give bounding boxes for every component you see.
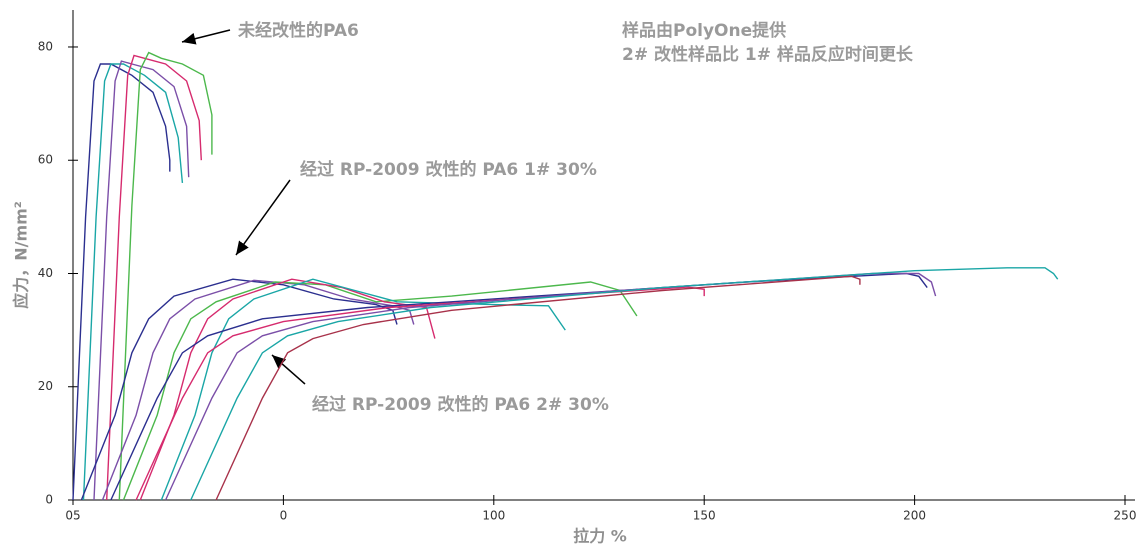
series-line [82, 63, 184, 501]
y-tick-label: 0 [45, 493, 53, 507]
x-tick-label: 0 [280, 509, 288, 523]
y-tick-label: 60 [38, 153, 53, 167]
series-line [135, 286, 705, 501]
series-line [118, 51, 213, 501]
y-tick-label: 80 [38, 39, 53, 53]
arrow [271, 354, 306, 385]
x-tick-label: 200 [903, 509, 926, 523]
x-tick-label: 100 [482, 509, 505, 523]
series-line [106, 54, 202, 501]
annotation: 2# 改性样品比 1# 样品反应时间更长 [622, 44, 914, 65]
annotation: 未经改性的PA6 [237, 20, 359, 41]
y-axis-label: 应力，N/mm² [12, 201, 31, 309]
arrow [181, 29, 231, 45]
x-tick-label: 250 [1114, 509, 1137, 523]
arrow [235, 179, 291, 256]
annotation: 经过 RP-2009 改性的 PA6 1# 30% [300, 159, 597, 180]
y-tick-label: 40 [38, 266, 53, 280]
annotation: 样品由PolyOne提供 [622, 20, 786, 41]
series-line [190, 267, 1059, 501]
x-tick-label: 150 [693, 509, 716, 523]
series-line [110, 272, 928, 501]
series-line [215, 275, 861, 501]
series-line [160, 278, 566, 501]
x-axis-label: 拉力 % [573, 527, 627, 546]
x-tick-label: 05 [65, 509, 80, 523]
series-line [72, 63, 171, 501]
y-tick-label: 20 [38, 379, 53, 393]
annotation: 经过 RP-2009 改性的 PA6 2# 30% [312, 394, 609, 415]
series-line [164, 272, 937, 501]
series-line [139, 278, 436, 501]
